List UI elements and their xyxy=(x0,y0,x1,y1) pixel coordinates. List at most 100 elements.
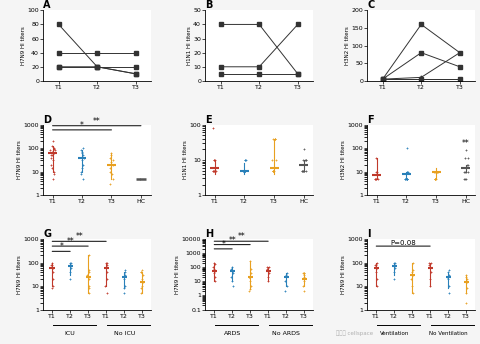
Point xyxy=(85,267,93,272)
Point xyxy=(245,275,253,280)
Text: I: I xyxy=(367,229,371,239)
Point xyxy=(48,265,56,270)
Point xyxy=(445,290,453,296)
Point xyxy=(228,265,236,270)
Text: *: * xyxy=(80,121,84,130)
Point xyxy=(107,169,114,174)
Point xyxy=(427,260,435,265)
Point xyxy=(373,260,381,265)
Point xyxy=(390,262,397,268)
Point xyxy=(371,176,379,182)
Point xyxy=(402,176,410,182)
Text: **: ** xyxy=(237,232,245,241)
Point xyxy=(79,152,86,158)
Point xyxy=(464,169,472,174)
Point xyxy=(103,260,111,265)
Point xyxy=(108,171,116,177)
Point xyxy=(427,269,435,275)
Point xyxy=(272,136,279,141)
Point xyxy=(284,270,291,276)
Point xyxy=(49,151,57,156)
Point xyxy=(264,265,271,270)
Point xyxy=(372,262,379,268)
Point xyxy=(268,157,276,163)
Point xyxy=(270,168,278,173)
Point xyxy=(426,265,433,270)
Point xyxy=(264,275,272,280)
Text: H: H xyxy=(205,229,213,239)
Point xyxy=(403,146,410,151)
Point xyxy=(403,176,411,182)
Point xyxy=(263,266,271,271)
Point xyxy=(391,265,398,270)
Point xyxy=(300,275,308,280)
Point xyxy=(78,165,86,170)
Point xyxy=(108,152,115,158)
Point xyxy=(229,283,237,288)
Point xyxy=(241,168,249,173)
Point xyxy=(300,272,308,277)
Point xyxy=(210,260,218,266)
Text: B: B xyxy=(205,0,213,10)
Point xyxy=(463,276,471,282)
Point xyxy=(242,157,250,163)
Point xyxy=(390,276,398,282)
Point xyxy=(463,279,471,285)
Point xyxy=(282,275,290,280)
Y-axis label: H3N2 HI titers: H3N2 HI titers xyxy=(341,141,346,179)
Point xyxy=(101,283,109,289)
Point xyxy=(463,162,470,168)
Point xyxy=(374,176,382,182)
Point xyxy=(138,283,146,289)
Text: **: ** xyxy=(228,236,236,245)
Point xyxy=(107,165,114,170)
Point xyxy=(103,276,111,282)
Point xyxy=(432,169,440,174)
Point xyxy=(66,276,74,282)
Point xyxy=(77,171,85,177)
Point xyxy=(240,168,248,173)
Point xyxy=(431,176,439,182)
Point xyxy=(408,269,416,275)
Point xyxy=(269,168,277,173)
Point xyxy=(78,148,85,153)
Point xyxy=(228,266,235,271)
Point xyxy=(78,158,85,163)
Point xyxy=(433,169,441,174)
Point xyxy=(372,269,380,275)
Point xyxy=(269,168,276,173)
Point xyxy=(85,286,93,291)
Point xyxy=(432,169,439,174)
Point xyxy=(299,168,307,173)
Point xyxy=(404,169,411,174)
Point xyxy=(464,162,472,168)
Point xyxy=(106,181,113,187)
Point xyxy=(210,168,218,173)
Point xyxy=(138,269,145,275)
Point xyxy=(247,270,255,276)
Point xyxy=(246,258,254,263)
Point xyxy=(48,143,56,149)
Point xyxy=(302,157,310,163)
Y-axis label: H1N1 HI titers: H1N1 HI titers xyxy=(183,141,188,179)
Point xyxy=(431,176,439,182)
Point xyxy=(239,168,247,173)
Point xyxy=(403,176,411,182)
Point xyxy=(432,176,440,182)
Point xyxy=(79,176,87,182)
Point xyxy=(103,290,111,296)
Point xyxy=(264,279,272,284)
Text: E: E xyxy=(205,115,212,125)
Point xyxy=(409,290,417,296)
Point xyxy=(373,265,381,270)
Point xyxy=(245,289,253,294)
Point xyxy=(85,283,93,289)
Point xyxy=(48,162,55,168)
Point xyxy=(49,276,57,282)
Point xyxy=(390,262,397,268)
Point xyxy=(48,286,56,291)
Point xyxy=(462,176,470,182)
Point xyxy=(372,169,380,174)
Point xyxy=(269,168,276,173)
Point xyxy=(138,276,146,282)
